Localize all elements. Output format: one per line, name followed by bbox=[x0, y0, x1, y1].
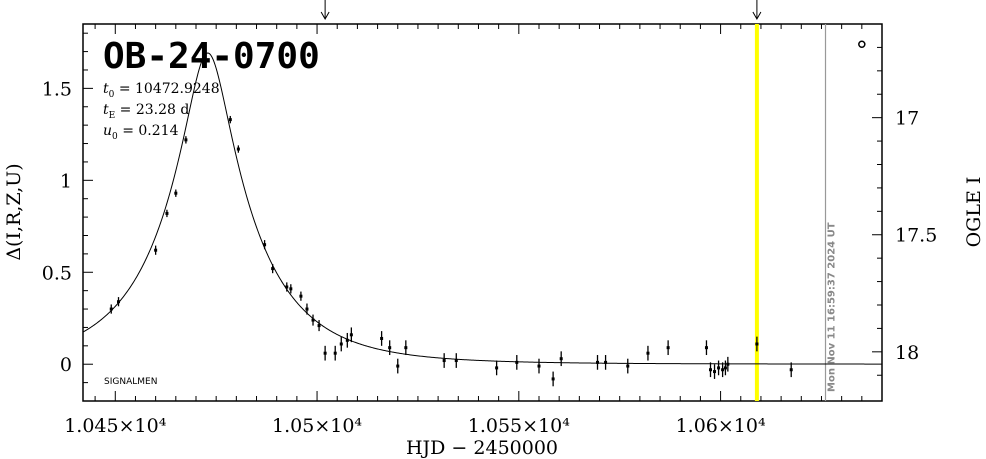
data-point bbox=[285, 285, 289, 289]
data-point bbox=[299, 294, 303, 298]
data-point bbox=[442, 359, 446, 363]
data-point bbox=[789, 368, 793, 372]
y-tick-label: 0.5 bbox=[42, 262, 72, 284]
data-point bbox=[184, 138, 188, 142]
data-point bbox=[109, 307, 113, 311]
timestamp-stamp: Mon Nov 11 16:59:37 2024 UT bbox=[827, 222, 838, 392]
data-point bbox=[704, 346, 708, 350]
data-point bbox=[165, 211, 169, 215]
data-point bbox=[666, 346, 670, 350]
data-point bbox=[380, 336, 384, 340]
y2-tick-labels: 17 17.5 18 bbox=[895, 108, 937, 364]
x-tick-label: 1.045×10⁴ bbox=[64, 415, 166, 437]
data-point bbox=[311, 318, 315, 322]
data-point bbox=[154, 248, 158, 252]
data-point bbox=[626, 364, 630, 368]
data-point bbox=[339, 342, 343, 346]
data-point bbox=[723, 366, 727, 370]
x-tick-label: 1.06×10⁴ bbox=[676, 415, 766, 437]
data-point bbox=[604, 360, 608, 364]
y-axis-label: Δ(I,R,Z,U) bbox=[3, 163, 25, 260]
top-arrows bbox=[320, 0, 762, 21]
y-tick-label: 1.5 bbox=[42, 78, 72, 100]
axis-ticks bbox=[83, 24, 883, 401]
signature-label: SIGNALMEN bbox=[104, 377, 157, 387]
y-tick-label: 1 bbox=[60, 170, 72, 192]
data-point bbox=[721, 368, 725, 372]
data-point bbox=[495, 366, 499, 370]
y2-tick-label: 17.5 bbox=[895, 225, 937, 247]
data-point bbox=[396, 364, 400, 368]
data-point bbox=[713, 370, 717, 374]
data-point bbox=[345, 338, 349, 342]
x-axis-label: HJD − 2450000 bbox=[406, 437, 558, 459]
arrow-head bbox=[320, 11, 330, 21]
data-point bbox=[388, 346, 392, 350]
data-point bbox=[317, 324, 321, 328]
y2-axis-label: OGLE I bbox=[963, 177, 985, 248]
data-point bbox=[646, 351, 650, 355]
data-point bbox=[333, 351, 337, 355]
data-point bbox=[271, 267, 275, 271]
event-parameter: u0 = 0.214 bbox=[103, 123, 179, 142]
chart-title: OB-24-0700 bbox=[103, 36, 320, 77]
y-tick-label: 0 bbox=[60, 354, 72, 376]
x-tick-label: 1.055×10⁴ bbox=[468, 415, 570, 437]
data-point bbox=[174, 191, 178, 195]
y2-tick-label: 17 bbox=[895, 108, 919, 130]
data-point bbox=[323, 351, 327, 355]
event-parameters: t0 = 10472.9248 tE = 23.28 d u0 = 0.214 bbox=[103, 81, 220, 142]
data-point bbox=[454, 359, 458, 363]
event-parameter: t0 = 10472.9248 bbox=[103, 81, 220, 100]
data-point bbox=[559, 357, 563, 361]
data-point bbox=[708, 368, 712, 372]
x-tick-labels: 1.045×10⁴ 1.05×10⁴ 1.055×10⁴ 1.06×10⁴ bbox=[64, 415, 766, 437]
data-point bbox=[117, 300, 121, 304]
data-point bbox=[263, 243, 267, 247]
arrow-head bbox=[752, 11, 762, 21]
data-point bbox=[726, 362, 730, 366]
x-tick-label: 1.05×10⁴ bbox=[272, 415, 362, 437]
data-point bbox=[236, 147, 240, 151]
data-point bbox=[404, 346, 408, 350]
data-point bbox=[515, 360, 519, 364]
data-point bbox=[228, 118, 232, 122]
data-point bbox=[537, 364, 541, 368]
data-point bbox=[596, 360, 600, 364]
data-point bbox=[349, 333, 353, 337]
open-circle-marker bbox=[858, 40, 866, 48]
data-points bbox=[109, 115, 793, 387]
plot-frame bbox=[82, 23, 883, 402]
event-parameter: tE = 23.28 d bbox=[103, 102, 189, 121]
data-point bbox=[289, 287, 293, 291]
data-point bbox=[305, 307, 309, 311]
model-curve bbox=[82, 52, 882, 365]
y-tick-labels: 0 0.5 1 1.5 bbox=[42, 78, 72, 376]
y2-tick-label: 18 bbox=[895, 342, 919, 364]
data-point bbox=[551, 377, 555, 381]
data-point bbox=[755, 342, 759, 346]
data-point bbox=[717, 366, 721, 370]
